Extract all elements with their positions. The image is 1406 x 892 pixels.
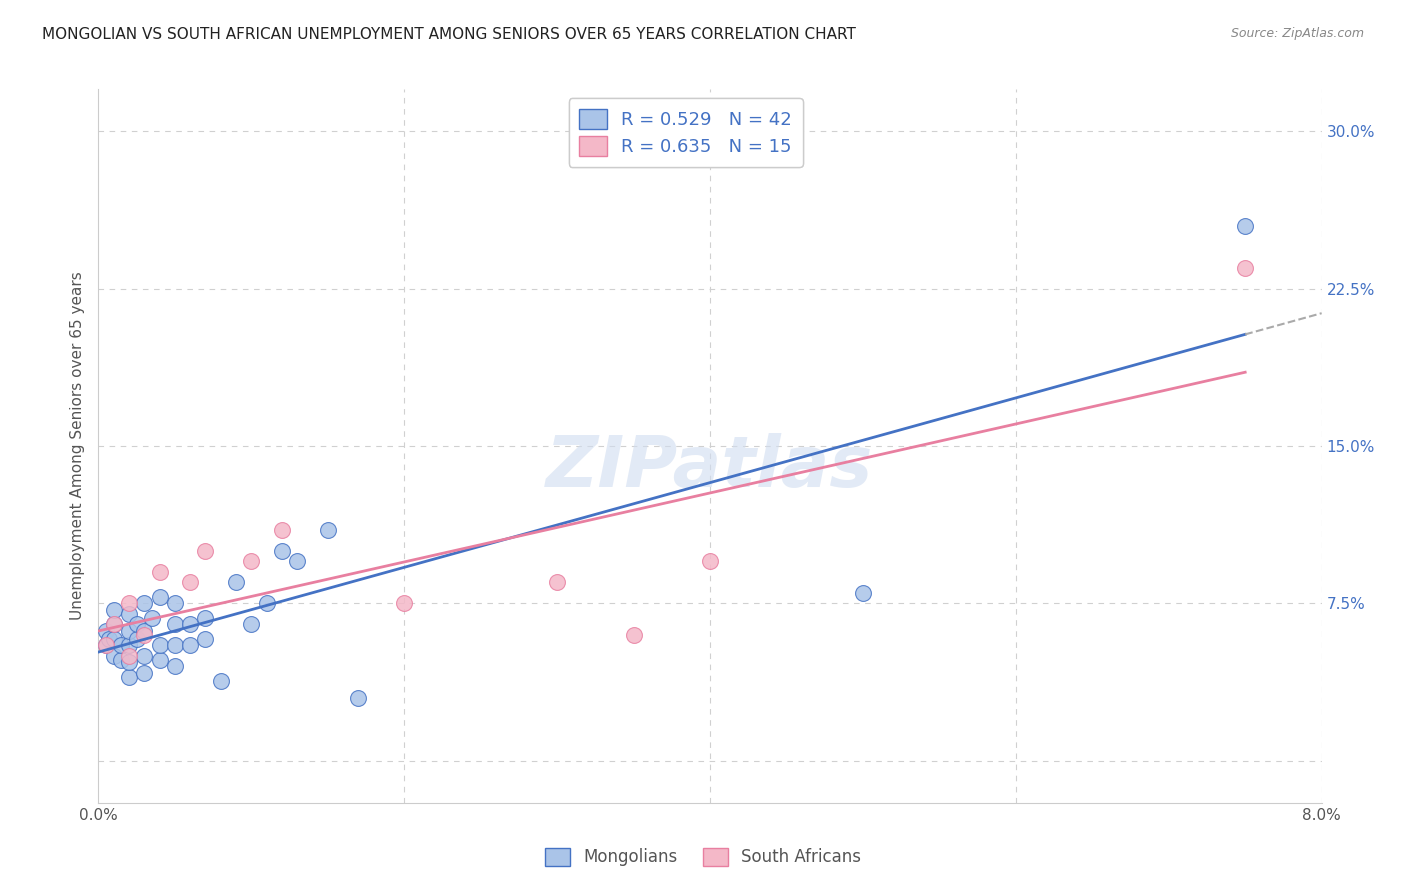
Legend: R = 0.529   N = 42, R = 0.635   N = 15: R = 0.529 N = 42, R = 0.635 N = 15 bbox=[568, 98, 803, 167]
Point bbox=[134, 596, 156, 610]
Point bbox=[103, 617, 125, 632]
Point bbox=[134, 648, 156, 663]
Point bbox=[1234, 219, 1257, 233]
Text: MONGOLIAN VS SOUTH AFRICAN UNEMPLOYMENT AMONG SENIORS OVER 65 YEARS CORRELATION : MONGOLIAN VS SOUTH AFRICAN UNEMPLOYMENT … bbox=[42, 27, 856, 42]
Y-axis label: Unemployment Among Seniors over 65 years: Unemployment Among Seniors over 65 years bbox=[69, 272, 84, 620]
Point bbox=[270, 523, 294, 537]
Point bbox=[1234, 260, 1257, 275]
Text: ZIPatlas: ZIPatlas bbox=[547, 433, 873, 502]
Point bbox=[141, 611, 163, 625]
Point bbox=[118, 624, 141, 638]
Point bbox=[392, 596, 416, 610]
Point bbox=[118, 670, 141, 684]
Point bbox=[118, 596, 141, 610]
Point bbox=[149, 565, 172, 579]
Point bbox=[103, 617, 125, 632]
Point bbox=[118, 607, 141, 621]
Point bbox=[134, 628, 156, 642]
Point bbox=[347, 690, 370, 705]
Point bbox=[194, 632, 217, 646]
Point bbox=[163, 617, 186, 632]
Point bbox=[110, 639, 132, 653]
Point bbox=[125, 617, 148, 632]
Point bbox=[256, 596, 278, 610]
Point bbox=[134, 665, 156, 680]
Legend: Mongolians, South Africans: Mongolians, South Africans bbox=[537, 839, 869, 875]
Point bbox=[852, 586, 875, 600]
Point bbox=[125, 632, 148, 646]
Point bbox=[118, 639, 141, 653]
Point bbox=[103, 603, 125, 617]
Point bbox=[316, 523, 339, 537]
Point bbox=[194, 544, 217, 558]
Point bbox=[103, 648, 125, 663]
Point bbox=[163, 596, 186, 610]
Point bbox=[240, 554, 263, 568]
Text: Source: ZipAtlas.com: Source: ZipAtlas.com bbox=[1230, 27, 1364, 40]
Point bbox=[94, 639, 117, 653]
Point bbox=[179, 575, 201, 590]
Point bbox=[240, 617, 263, 632]
Point bbox=[149, 590, 172, 604]
Point bbox=[270, 544, 294, 558]
Point bbox=[98, 632, 121, 646]
Point bbox=[699, 554, 721, 568]
Point bbox=[94, 639, 117, 653]
Point bbox=[134, 624, 156, 638]
Point bbox=[225, 575, 247, 590]
Point bbox=[179, 639, 201, 653]
Point bbox=[94, 624, 117, 638]
Point bbox=[149, 639, 172, 653]
Point bbox=[194, 611, 217, 625]
Point bbox=[209, 674, 232, 689]
Point bbox=[285, 554, 308, 568]
Point bbox=[110, 653, 132, 667]
Point bbox=[118, 655, 141, 669]
Point bbox=[546, 575, 568, 590]
Point bbox=[163, 659, 186, 673]
Point bbox=[149, 653, 172, 667]
Point bbox=[623, 628, 645, 642]
Point bbox=[163, 639, 186, 653]
Point bbox=[103, 632, 125, 646]
Point bbox=[118, 648, 141, 663]
Point bbox=[179, 617, 201, 632]
